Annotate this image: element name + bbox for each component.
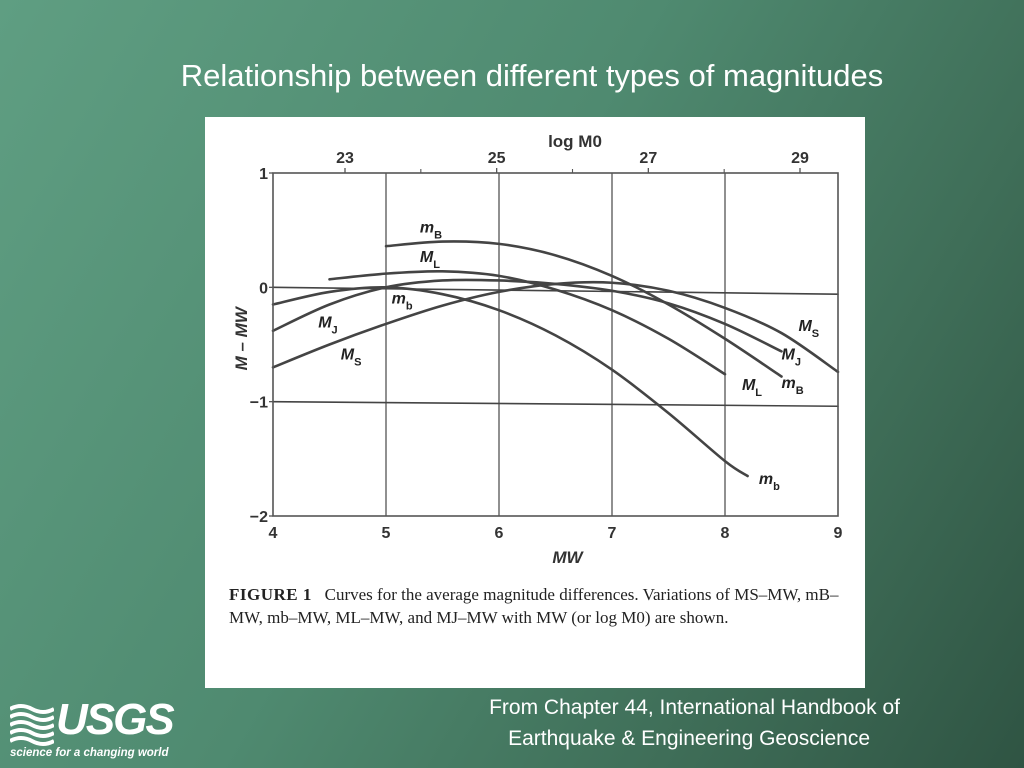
curve-layer (271, 240, 840, 478)
curve-label: MS (798, 318, 819, 340)
curve-mB (384, 240, 783, 378)
figure-panel: mB ML mb MJ MS MS MJ mB ML mb 4 5 6 7 8 9 1 0 −1 −2 23 25 27 2… (205, 117, 865, 688)
curve-label: mB (420, 219, 442, 241)
x-tick-label: 9 (834, 525, 843, 542)
x-tick-label: 5 (382, 525, 391, 542)
top-axis-label: log M0 (548, 132, 602, 151)
curve-label: mb (759, 471, 780, 493)
grid-layer (385, 173, 726, 516)
curve-MS (271, 280, 840, 374)
logo-tagline: science for a changing world (10, 747, 169, 759)
curve-label: mB (782, 375, 804, 397)
top-tick-label: 29 (791, 150, 809, 167)
curve-mb (271, 286, 749, 478)
x-tick-label: 8 (721, 525, 730, 542)
slide-title: Relationship between different types of … (180, 58, 884, 93)
caption-text: Curves for the average magnitude differe… (229, 585, 839, 627)
logo-wordmark: USGS (56, 695, 175, 744)
y-tick-label: 0 (259, 280, 268, 297)
y-tick-label: 1 (259, 166, 268, 183)
curve-label: MS (341, 346, 362, 368)
usgs-wave-icon (10, 704, 54, 746)
x-tick-label: 7 (608, 525, 617, 542)
curve-label: MJ (318, 314, 337, 336)
curve-label: ML (420, 249, 440, 271)
y-axis-label: M – MW (232, 305, 251, 370)
curve-label: ML (742, 377, 762, 399)
y-tick-label: −2 (250, 509, 268, 526)
top-tick-label: 25 (488, 150, 506, 167)
curve-MJ (271, 278, 783, 353)
curve-label: MJ (782, 346, 801, 368)
x-tick-label: 4 (269, 525, 278, 542)
x-axis-label: MW (552, 548, 584, 567)
source-line-1: From Chapter 44, International Handbook … (489, 696, 900, 719)
top-tick-label: 23 (336, 150, 354, 167)
figure-caption: FIGURE 1 Curves for the average magnitud… (229, 583, 849, 629)
x-tick-label: 6 (495, 525, 504, 542)
source-line-2: Earthquake & Engineering Geoscience (508, 727, 870, 750)
plot-frame (272, 172, 839, 517)
usgs-logo: USGS science for a changing world (10, 695, 180, 767)
source-note: From Chapter 44, International Handbook … (330, 692, 900, 754)
curve-log-M0-line (272, 286, 839, 295)
top-tick-label: 27 (639, 150, 657, 167)
y-tick-label: −1 (250, 395, 268, 412)
curve-label: mb (392, 290, 413, 312)
curve-M-MW-1 (272, 400, 839, 408)
caption-label: FIGURE 1 (229, 585, 312, 604)
